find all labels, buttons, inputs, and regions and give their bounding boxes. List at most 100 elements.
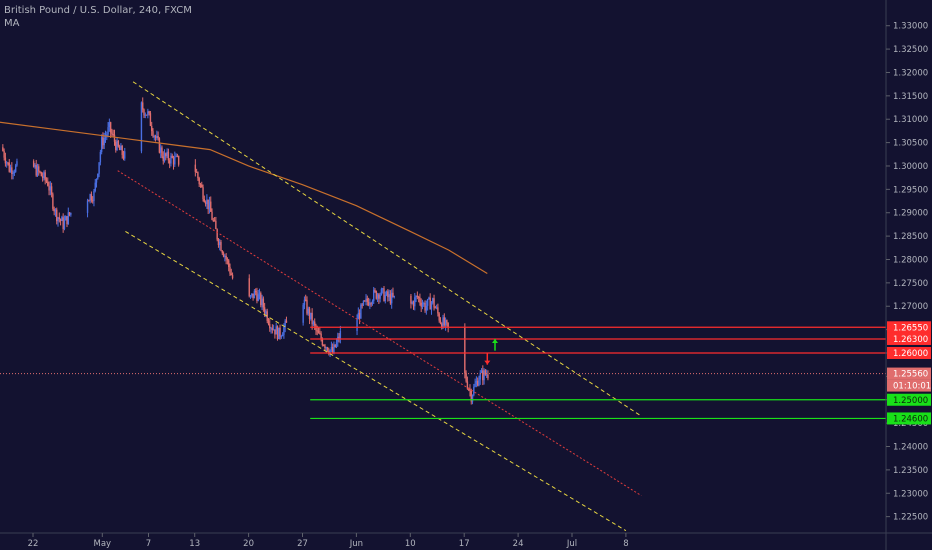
candle-body-17 [39,171,41,173]
candle-body-152 [274,329,276,335]
candle-body-206 [374,290,376,292]
candle-body-117 [213,220,216,222]
candle-body-95 [170,155,172,164]
y-tick-label-10: 1.28000 [893,255,928,265]
candle-body-199 [365,298,367,301]
candle-body-64 [115,141,117,151]
candle-body-134 [251,293,253,296]
candle-body-173 [316,330,318,332]
candle-body-65 [116,140,118,151]
candle-body-107 [201,184,203,188]
candle-body-196 [361,304,363,306]
candle-body-190 [338,336,340,340]
candle-body-143 [262,298,265,308]
candle-body-238 [430,302,433,310]
candle-body-69 [121,145,123,155]
candle-body-20 [43,172,45,179]
candle-body-198 [364,300,366,302]
candle-body-213 [383,288,385,301]
level-4-badge [887,412,931,425]
candle-body-56 [104,136,107,138]
candle-body-29 [54,209,57,212]
candle-body-79 [149,113,152,126]
x-tick-label-10: Jul [566,539,577,549]
candle-body-156 [279,327,281,337]
candle-body-259 [473,386,475,396]
candle-body-232 [423,303,425,305]
candle-body-0 [2,147,4,151]
level-3-badge [887,393,931,406]
candle-body-223 [411,302,413,304]
candle-body-267 [483,370,485,381]
candle-body-19 [41,176,44,179]
candle-body-248 [443,317,446,326]
candle-body-140 [258,293,261,295]
candle-body-181 [326,347,329,351]
candle-body-110 [204,202,207,205]
candle-body-13 [34,165,36,167]
candle-body-68 [120,145,122,151]
candle-body-40 [68,212,71,215]
candle-body-129 [229,266,231,274]
candle-body-43 [88,200,90,202]
candle-body-231 [421,304,424,307]
candle-body-21 [44,172,46,180]
channel-upper-line [132,81,642,417]
candle-body-153 [275,326,277,335]
candle-body-161 [285,320,288,323]
candle-body-82 [153,136,155,138]
y-tick-label-8: 1.29000 [893,209,928,219]
candle-body-246 [441,323,443,329]
candle-body-66 [117,140,120,147]
candle-body-3 [5,162,8,164]
candle-body-194 [358,312,361,319]
candle-body-226 [415,295,417,298]
candle-body-146 [266,311,268,321]
candle-body-93 [167,151,170,161]
candle-body-138 [256,292,258,301]
candle-body-216 [387,291,389,298]
level-2-badge [887,346,931,359]
candle-body-84 [156,135,158,139]
candle-body-80 [151,125,153,132]
x-tick-label-6: Jun [349,539,363,549]
candle-body-220 [392,292,394,297]
candle-body-32 [58,217,61,220]
candle-body-270 [487,374,489,379]
current-price-badge [887,367,931,380]
candle-body-193 [357,312,360,320]
candle-body-62 [112,134,114,136]
moving-average-line [0,121,488,275]
candle-body-221 [393,295,395,297]
candle-body-202 [369,303,371,306]
candle-body-76 [145,114,148,116]
candle-body-61 [111,132,113,135]
x-tick-label-7: 10 [405,539,416,549]
candle-body-254 [466,381,469,389]
candle-body-176 [320,333,322,340]
candle-body-236 [428,297,430,300]
candle-body-131 [231,274,234,279]
candle-body-157 [280,336,283,338]
candle-body-75 [144,114,146,116]
candle-body-256 [469,389,471,392]
candle-body-136 [253,290,256,299]
candle-body-44 [89,194,91,202]
candle-body-247 [442,317,444,329]
candle-body-269 [485,374,488,376]
candle-body-208 [376,294,379,299]
candle-body-15 [36,166,39,176]
x-tick-label-1: May [94,539,112,549]
candle-body-253 [465,373,467,382]
candle-body-252 [464,327,466,374]
candle-body-237 [429,297,431,310]
candle-body-124 [222,253,225,257]
candle-body-7 [11,167,13,174]
candle-body-162 [302,304,304,323]
candle-body-41 [70,212,72,215]
candle-body-262 [476,380,479,386]
candle-body-14 [35,165,37,176]
candle-body-38 [66,216,68,225]
candle-body-5 [8,162,10,172]
